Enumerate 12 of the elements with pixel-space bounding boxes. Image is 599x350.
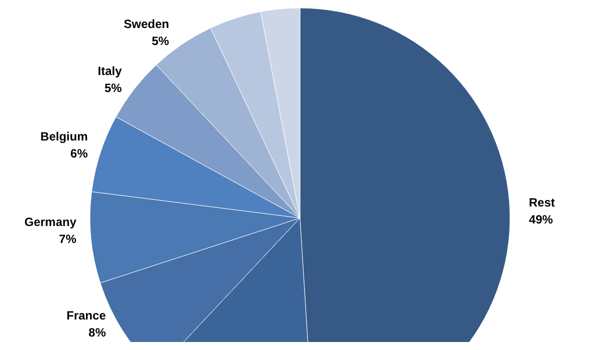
- slice-label: Germany: [24, 215, 77, 230]
- data-label: 6%: [70, 146, 88, 160]
- data-label: 7%: [59, 232, 77, 246]
- data-label: 49%: [528, 212, 554, 226]
- slice-label: France: [66, 308, 106, 322]
- slice-label: Sweden: [124, 17, 170, 32]
- slice-label: Italy: [98, 64, 122, 78]
- data-label: 5%: [152, 34, 170, 48]
- slice-label: Rest: [528, 195, 555, 210]
- data-label: 8%: [88, 326, 106, 340]
- slice-label: Belgium: [40, 129, 88, 144]
- data-label: 5%: [104, 81, 122, 96]
